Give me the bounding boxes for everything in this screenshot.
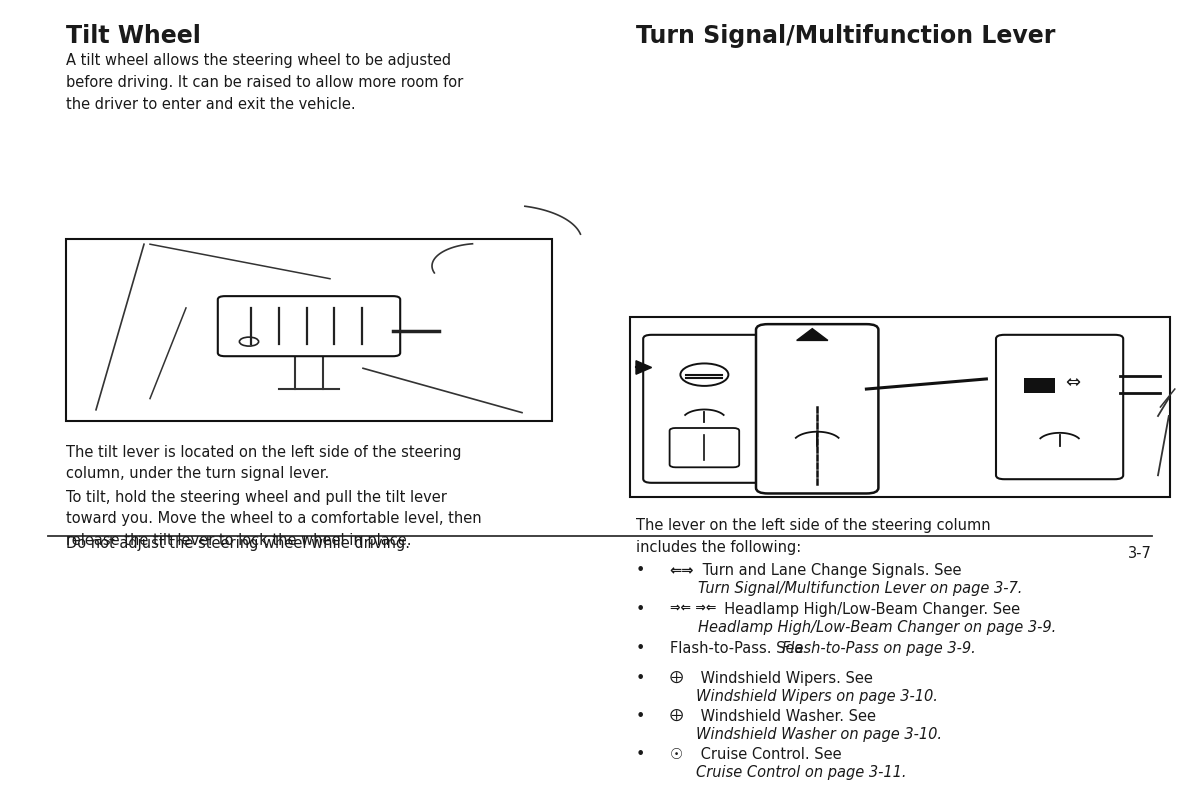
- Text: Windshield Wipers on page 3-10.: Windshield Wipers on page 3-10.: [696, 689, 938, 704]
- Text: ⇐⇒: ⇐⇒: [670, 563, 694, 578]
- Text: Windshield Washer. See: Windshield Washer. See: [696, 709, 881, 724]
- Text: Cruise Control on page 3-11.: Cruise Control on page 3-11.: [696, 765, 906, 780]
- Text: ⇒⇐ ⇒⇐: ⇒⇐ ⇒⇐: [670, 602, 716, 615]
- Text: A tilt wheel allows the steering wheel to be adjusted
before driving. It can be : A tilt wheel allows the steering wheel t…: [66, 54, 463, 111]
- Text: •: •: [636, 641, 646, 655]
- Text: •: •: [636, 709, 646, 724]
- Text: •: •: [636, 602, 646, 618]
- Text: Tilt Wheel: Tilt Wheel: [66, 23, 200, 47]
- Text: Cruise Control. See: Cruise Control. See: [696, 747, 846, 762]
- Text: Turn Signal/Multifunction Lever on page 3-7.: Turn Signal/Multifunction Lever on page …: [698, 581, 1022, 596]
- Polygon shape: [636, 361, 652, 374]
- FancyBboxPatch shape: [996, 335, 1123, 479]
- FancyBboxPatch shape: [670, 428, 739, 467]
- Text: Turn Signal/Multifunction Lever: Turn Signal/Multifunction Lever: [636, 23, 1055, 47]
- Text: •: •: [636, 563, 646, 578]
- FancyBboxPatch shape: [756, 324, 878, 494]
- Text: ⨁: ⨁: [670, 671, 683, 684]
- Text: 3-7: 3-7: [1128, 546, 1152, 562]
- Text: ⇔: ⇔: [1066, 374, 1080, 392]
- Text: •: •: [636, 747, 646, 762]
- Bar: [630, 317, 1170, 497]
- Polygon shape: [797, 329, 828, 341]
- Bar: [1024, 378, 1055, 393]
- Text: ⨁: ⨁: [670, 709, 683, 722]
- Text: Do not adjust the steering wheel while driving.: Do not adjust the steering wheel while d…: [66, 535, 410, 550]
- Text: −: −: [658, 366, 668, 378]
- Text: •: •: [636, 671, 646, 686]
- Bar: [66, 238, 552, 421]
- Text: +: +: [733, 367, 742, 377]
- Text: The tilt lever is located on the left side of the steering
column, under the tur: The tilt lever is located on the left si…: [66, 445, 462, 482]
- Text: Headlamp High/Low-Beam Changer. See: Headlamp High/Low-Beam Changer. See: [715, 602, 1025, 618]
- Text: Turn and Lane Change Signals. See: Turn and Lane Change Signals. See: [698, 563, 966, 578]
- Text: Headlamp High/Low-Beam Changer on page 3-9.: Headlamp High/Low-Beam Changer on page 3…: [698, 620, 1057, 635]
- Text: The lever on the left side of the steering column
includes the following:: The lever on the left side of the steeri…: [636, 518, 991, 554]
- Text: Flash-to-Pass. See: Flash-to-Pass. See: [670, 641, 808, 655]
- Text: Windshield Washer on page 3-10.: Windshield Washer on page 3-10.: [696, 727, 942, 742]
- Text: To tilt, hold the steering wheel and pull the tilt lever
toward you. Move the wh: To tilt, hold the steering wheel and pul…: [66, 490, 481, 548]
- Text: Windshield Wipers. See: Windshield Wipers. See: [696, 671, 877, 686]
- Text: Flash-to-Pass on page 3-9.: Flash-to-Pass on page 3-9.: [782, 641, 976, 655]
- FancyBboxPatch shape: [218, 296, 401, 356]
- Text: ☉: ☉: [670, 747, 683, 762]
- FancyBboxPatch shape: [643, 335, 766, 482]
